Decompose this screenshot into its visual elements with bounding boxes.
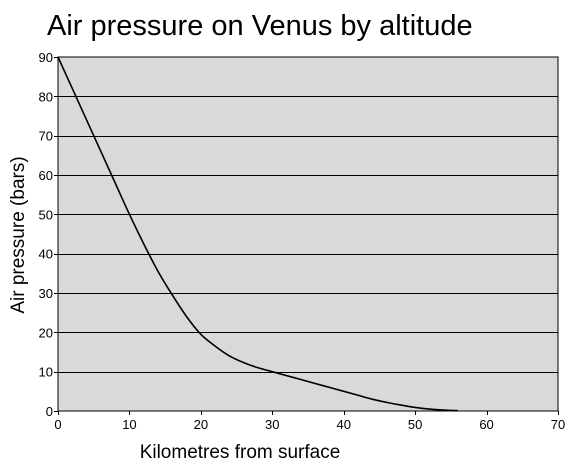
y-tick-label-60: 60: [39, 168, 53, 183]
x-tick-label-70: 70: [551, 417, 565, 432]
y-tick-label-30: 30: [39, 286, 53, 301]
y-axis-ticks: 0 10 20 30 40 50 60 70 80 90: [39, 50, 58, 419]
chart-title: Air pressure on Venus by altitude: [47, 10, 473, 42]
x-tick-label-30: 30: [265, 417, 279, 432]
y-tick-label-80: 80: [39, 89, 53, 104]
x-tick-label-10: 10: [122, 417, 136, 432]
y-tick-label-0: 0: [46, 404, 53, 419]
y-tick-label-50: 50: [39, 207, 53, 222]
x-tick-label-60: 60: [479, 417, 493, 432]
y-tick-label-70: 70: [39, 129, 53, 144]
x-axis-ticks: 0 10 20 30 40 50 60 70: [54, 411, 565, 432]
y-tick-label-40: 40: [39, 247, 53, 262]
x-tick-label-20: 20: [194, 417, 208, 432]
x-tick-label-0: 0: [54, 417, 61, 432]
plot-area: [57, 56, 559, 412]
pressure-line: [57, 56, 459, 412]
grid-lines: [58, 96, 558, 373]
y-tick-label-20: 20: [39, 325, 53, 340]
y-tick-label-10: 10: [39, 365, 53, 380]
y-tick-label-90: 90: [39, 50, 53, 65]
x-tick-label-50: 50: [408, 417, 422, 432]
x-tick-label-40: 40: [336, 417, 350, 432]
y-axis-label: Air pressure (bars): [8, 156, 29, 313]
x-axis-label: Kilometres from surface: [140, 442, 341, 463]
